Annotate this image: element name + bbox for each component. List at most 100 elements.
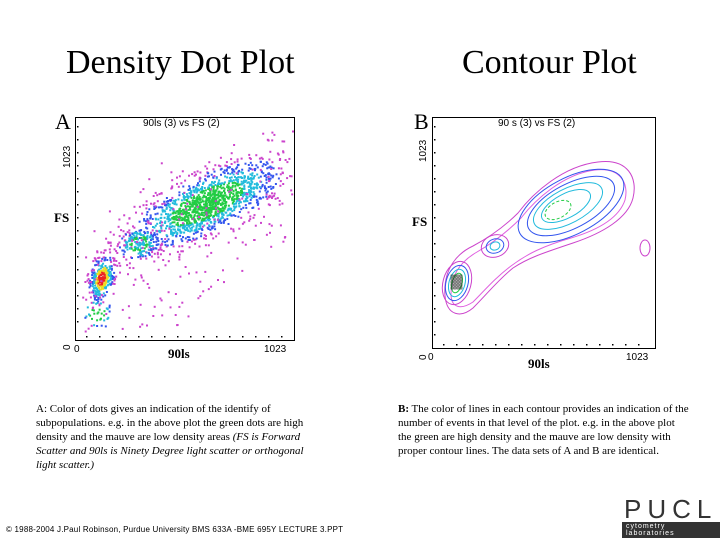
tick-dot xyxy=(443,344,445,346)
density-dot xyxy=(227,223,230,225)
density-dot xyxy=(255,198,258,201)
density-dot xyxy=(112,259,115,262)
density-dot xyxy=(200,213,202,216)
density-dot xyxy=(278,199,281,202)
density-dot xyxy=(253,239,256,241)
density-dot xyxy=(227,187,230,190)
density-dot xyxy=(138,229,141,232)
density-dot xyxy=(99,302,102,305)
density-dot xyxy=(179,212,182,215)
density-dot xyxy=(200,201,202,204)
density-dot xyxy=(198,222,201,225)
density-dot xyxy=(225,201,228,204)
density-dot xyxy=(233,170,236,173)
density-dot xyxy=(179,204,182,207)
density-dot xyxy=(232,173,235,176)
density-dot xyxy=(274,183,277,185)
density-dot xyxy=(233,144,236,146)
density-dot xyxy=(206,199,209,202)
density-dot xyxy=(258,186,261,188)
density-dot xyxy=(227,182,230,185)
density-dot xyxy=(215,235,218,238)
tick-dot xyxy=(190,336,192,338)
tick-dot xyxy=(469,344,471,346)
density-dot xyxy=(210,210,213,213)
density-dot xyxy=(183,228,186,231)
density-dot xyxy=(282,183,285,185)
density-dot xyxy=(249,202,252,205)
density-dot xyxy=(112,233,115,236)
contour-core-cell xyxy=(450,277,454,281)
density-dot xyxy=(171,217,174,220)
density-dot xyxy=(221,216,224,219)
plot-a-y-label: FS xyxy=(54,210,70,225)
density-dot xyxy=(134,247,137,250)
density-dot xyxy=(216,213,219,216)
density-dot xyxy=(93,294,96,297)
density-dot xyxy=(257,183,259,186)
density-dot xyxy=(178,305,181,308)
plot-a-x-min: 0 xyxy=(74,344,80,355)
density-dot xyxy=(97,311,100,314)
density-dot xyxy=(156,238,159,241)
density-dot xyxy=(104,283,107,286)
density-dot xyxy=(146,218,149,221)
density-dot xyxy=(198,216,200,218)
density-dot xyxy=(88,291,91,294)
density-dot xyxy=(153,252,156,255)
density-dot xyxy=(235,167,238,170)
density-dot xyxy=(232,200,235,203)
density-dot xyxy=(187,188,190,191)
density-dot xyxy=(171,196,174,199)
density-dot xyxy=(236,192,239,195)
density-dot xyxy=(145,243,148,246)
density-dot xyxy=(215,176,218,179)
density-dot xyxy=(119,264,122,267)
density-dot xyxy=(93,289,96,292)
density-dot xyxy=(265,191,268,194)
density-dot xyxy=(134,278,137,281)
density-dot xyxy=(95,281,98,284)
density-dot xyxy=(191,223,194,226)
density-dot xyxy=(195,191,198,194)
density-dot xyxy=(103,279,106,282)
density-dot xyxy=(256,201,258,204)
density-dot xyxy=(102,266,105,269)
density-dot xyxy=(96,288,99,291)
density-dot xyxy=(236,183,239,186)
density-dot xyxy=(266,162,269,165)
density-dot xyxy=(248,185,251,188)
density-dot xyxy=(195,227,198,230)
tick-dot xyxy=(482,344,484,346)
density-dot xyxy=(154,217,157,220)
density-dot xyxy=(219,220,222,223)
density-dot xyxy=(213,201,216,204)
density-dot xyxy=(233,198,236,201)
density-dot xyxy=(103,284,106,287)
density-dot xyxy=(116,245,119,248)
density-dot xyxy=(226,184,229,187)
density-dot xyxy=(148,208,151,211)
density-dot xyxy=(196,215,199,217)
density-dot xyxy=(105,266,108,269)
density-dot xyxy=(179,225,182,228)
density-dot xyxy=(233,181,236,184)
density-dot xyxy=(209,212,212,215)
density-dot xyxy=(199,280,202,283)
density-dot xyxy=(206,172,209,175)
density-dot xyxy=(212,192,215,195)
density-dot xyxy=(87,327,90,330)
density-dot xyxy=(230,214,233,217)
density-dot xyxy=(191,211,194,214)
density-dot xyxy=(108,306,111,309)
density-dot xyxy=(196,230,199,233)
caption-b-text: The color of lines in each contour provi… xyxy=(398,403,689,457)
density-dot xyxy=(159,253,162,256)
density-dot xyxy=(204,209,207,212)
density-dot xyxy=(156,212,159,215)
density-dot xyxy=(211,205,214,208)
density-dot xyxy=(92,309,95,312)
density-dot xyxy=(193,218,196,221)
density-dot xyxy=(264,174,267,177)
density-dot xyxy=(171,221,174,224)
